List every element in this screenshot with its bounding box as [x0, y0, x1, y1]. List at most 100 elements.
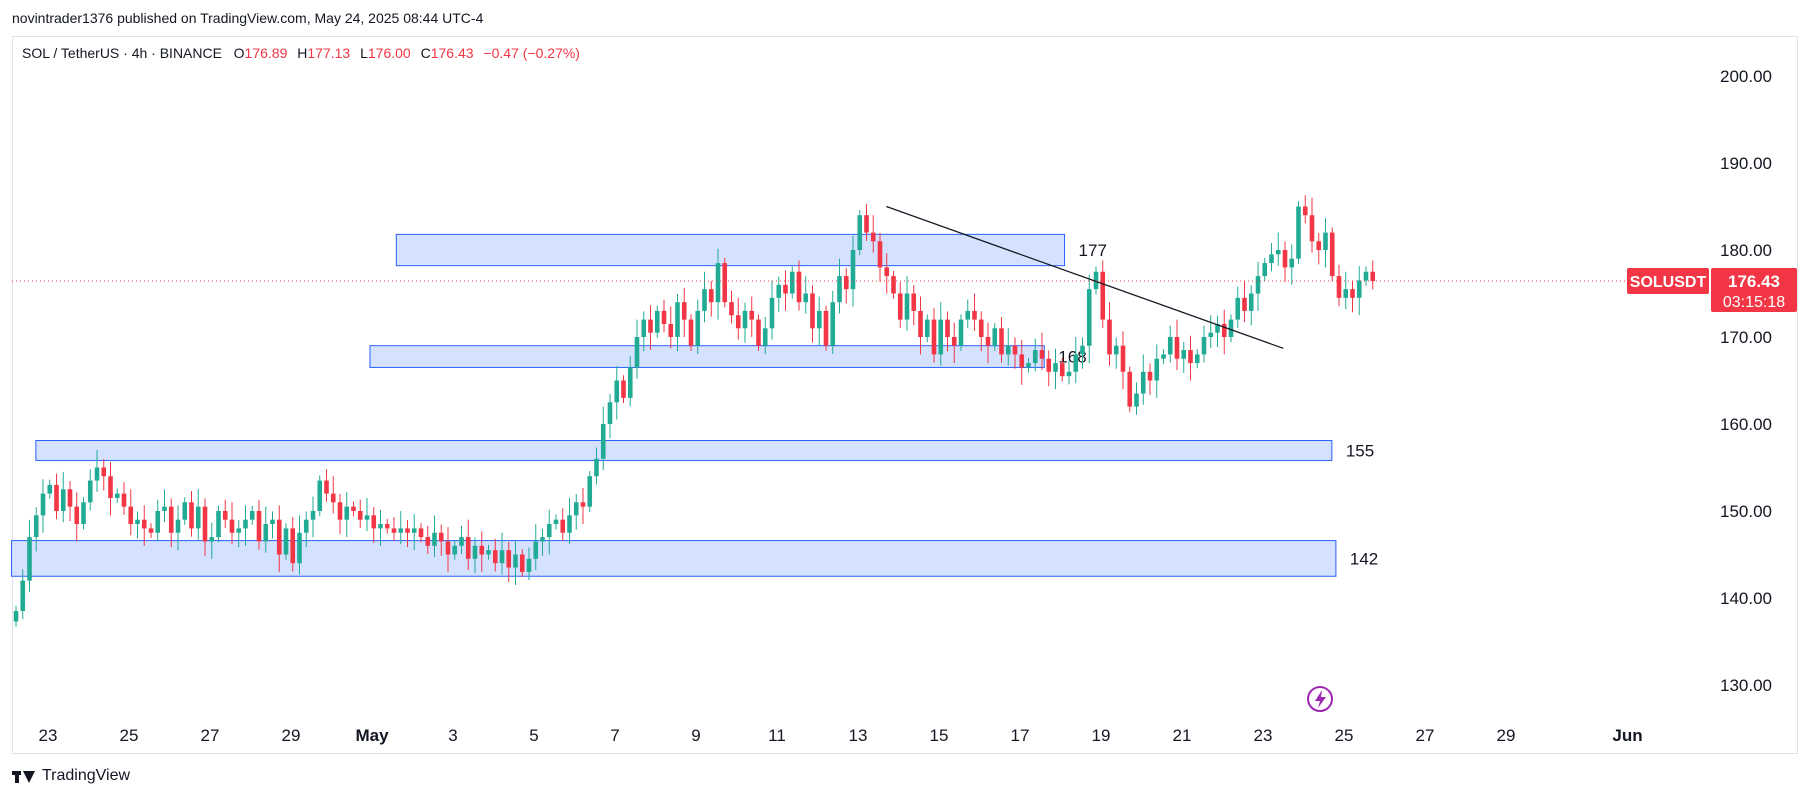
candle[interactable]	[47, 479, 53, 499]
candle[interactable]	[1154, 344, 1160, 398]
candle[interactable]	[1181, 341, 1187, 374]
candle[interactable]	[1194, 349, 1200, 369]
candle[interactable]	[438, 524, 444, 556]
candle[interactable]	[1255, 261, 1261, 311]
candle[interactable]	[891, 270, 896, 299]
candle[interactable]	[918, 296, 923, 355]
candle[interactable]	[783, 270, 788, 311]
candle[interactable]	[769, 280, 775, 340]
candle[interactable]	[762, 316, 768, 354]
zone-168[interactable]	[369, 345, 1045, 368]
candle[interactable]	[850, 235, 856, 307]
candle[interactable]	[1026, 357, 1031, 373]
lightning-icon[interactable]	[1307, 686, 1333, 712]
tradingview-footer[interactable]: TradingView	[12, 767, 130, 785]
candle[interactable]	[911, 285, 917, 326]
candle[interactable]	[742, 302, 748, 343]
candle[interactable]	[627, 356, 633, 407]
candle[interactable]	[789, 266, 795, 299]
candle[interactable]	[816, 296, 822, 346]
candle[interactable]	[951, 322, 957, 364]
candle[interactable]	[999, 316, 1004, 363]
candle[interactable]	[1269, 243, 1274, 272]
candle[interactable]	[668, 306, 674, 349]
candle[interactable]	[884, 253, 890, 294]
candle[interactable]	[1039, 332, 1045, 371]
candle[interactable]	[337, 494, 343, 535]
candle[interactable]	[607, 393, 613, 439]
candle[interactable]	[1242, 280, 1247, 323]
candle[interactable]	[1059, 357, 1065, 382]
candle[interactable]	[236, 520, 242, 548]
candle[interactable]	[641, 311, 647, 352]
candle[interactable]	[803, 276, 809, 314]
candle[interactable]	[398, 511, 404, 545]
candle[interactable]	[310, 496, 316, 538]
candle[interactable]	[405, 520, 410, 548]
zone-155[interactable]	[35, 440, 1333, 462]
candle[interactable]	[465, 519, 471, 571]
candle[interactable]	[324, 469, 329, 502]
candle[interactable]	[715, 248, 721, 320]
candle[interactable]	[661, 299, 667, 333]
candle[interactable]	[121, 482, 127, 515]
candle[interactable]	[1046, 350, 1052, 387]
candle[interactable]	[1302, 195, 1308, 224]
candle[interactable]	[1134, 382, 1139, 415]
candle[interactable]	[600, 406, 606, 471]
candle[interactable]	[283, 523, 289, 560]
candle[interactable]	[1127, 366, 1133, 412]
candle[interactable]	[256, 499, 262, 550]
candle[interactable]	[1235, 286, 1241, 328]
candle[interactable]	[978, 311, 984, 352]
candle[interactable]	[148, 523, 154, 538]
candle[interactable]	[303, 511, 309, 548]
candle[interactable]	[87, 469, 93, 511]
candle[interactable]	[27, 519, 32, 592]
candle[interactable]	[499, 532, 505, 575]
candle[interactable]	[992, 323, 998, 351]
candle[interactable]	[965, 299, 971, 328]
candle[interactable]	[1329, 227, 1335, 282]
candle[interactable]	[1262, 257, 1268, 282]
candle[interactable]	[1113, 337, 1119, 369]
candle[interactable]	[1248, 285, 1254, 326]
candle[interactable]	[344, 492, 350, 538]
candle[interactable]	[182, 497, 188, 525]
candle[interactable]	[749, 296, 755, 337]
candle[interactable]	[1370, 260, 1376, 290]
candle[interactable]	[776, 276, 782, 313]
candle[interactable]	[330, 476, 336, 514]
candle[interactable]	[1140, 354, 1146, 405]
candle[interactable]	[189, 490, 194, 537]
candle[interactable]	[1323, 218, 1328, 268]
candle[interactable]	[621, 375, 626, 404]
candle[interactable]	[708, 280, 714, 317]
candle[interactable]	[648, 305, 653, 351]
candle[interactable]	[614, 366, 620, 420]
candle[interactable]	[506, 541, 512, 582]
candle[interactable]	[411, 514, 417, 551]
candle[interactable]	[479, 531, 485, 572]
candle[interactable]	[162, 489, 167, 523]
candle[interactable]	[1019, 340, 1025, 385]
candle[interactable]	[1336, 264, 1342, 307]
candle[interactable]	[108, 461, 113, 516]
candle[interactable]	[371, 507, 377, 543]
zone-142[interactable]	[11, 540, 1337, 577]
candle[interactable]	[135, 511, 140, 539]
candle[interactable]	[202, 498, 208, 556]
candle[interactable]	[681, 287, 687, 337]
candle[interactable]	[378, 509, 383, 546]
candle[interactable]	[229, 502, 235, 545]
candle[interactable]	[1032, 338, 1038, 372]
candle[interactable]	[1282, 241, 1288, 282]
candle[interactable]	[837, 258, 842, 314]
candle[interactable]	[1107, 302, 1112, 366]
candle[interactable]	[263, 506, 269, 553]
candle[interactable]	[1215, 315, 1220, 348]
candle[interactable]	[13, 605, 19, 627]
candle[interactable]	[796, 260, 802, 311]
candle[interactable]	[60, 471, 66, 523]
